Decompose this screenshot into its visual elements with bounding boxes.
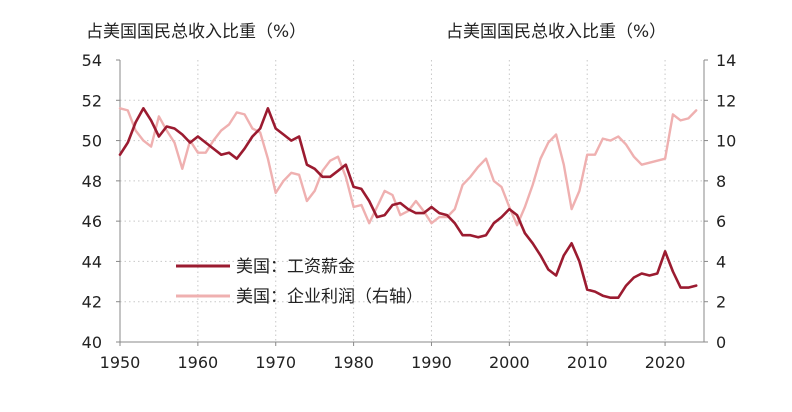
y-right-tick-label: 10 bbox=[716, 132, 736, 151]
left-axis-title: 占美国国民总收入比重（%） bbox=[86, 22, 306, 42]
x-tick-label: 1970 bbox=[255, 353, 296, 372]
y-left-tick-label: 46 bbox=[82, 212, 102, 231]
series-line-profits bbox=[118, 107, 698, 227]
y-right-tick-label: 4 bbox=[716, 252, 726, 271]
right-axis-title: 占美国国民总收入比重（%） bbox=[446, 22, 666, 42]
x-tick-label: 2000 bbox=[489, 353, 530, 372]
y-right-tick-label: 14 bbox=[716, 51, 736, 70]
legend-label-wages: 美国：工资薪金 bbox=[236, 257, 355, 277]
x-tick-label: 1980 bbox=[333, 353, 374, 372]
y-right-tick-label: 0 bbox=[716, 333, 726, 352]
x-tick-label: 2010 bbox=[567, 353, 608, 372]
x-tick-label: 1990 bbox=[411, 353, 452, 372]
y-left-tick-label: 50 bbox=[82, 132, 102, 151]
legend-label-profits: 美国：企业利润（右轴） bbox=[236, 287, 423, 307]
y-left-tick-label: 42 bbox=[82, 293, 102, 312]
y-right-tick-label: 12 bbox=[716, 91, 736, 110]
plot-lines bbox=[118, 107, 698, 300]
x-tick-label: 1950 bbox=[100, 353, 141, 372]
y-left-tick-label: 54 bbox=[82, 51, 102, 70]
y-right-tick-label: 6 bbox=[716, 212, 726, 231]
y-left-tick-label: 44 bbox=[82, 252, 102, 271]
y-left-tick-label: 48 bbox=[82, 172, 102, 191]
y-left-tick-label: 40 bbox=[82, 333, 102, 352]
y-right-tick-label: 8 bbox=[716, 172, 726, 191]
y-right-tick-label: 2 bbox=[716, 293, 726, 312]
x-tick-label: 2020 bbox=[645, 353, 686, 372]
axes bbox=[116, 59, 708, 346]
x-tick-label: 1960 bbox=[178, 353, 219, 372]
series-line-wages bbox=[118, 107, 698, 300]
legend: 美国：工资薪金 美国：企业利润（右轴） bbox=[176, 257, 423, 307]
y-left-tick-label: 52 bbox=[82, 91, 102, 110]
